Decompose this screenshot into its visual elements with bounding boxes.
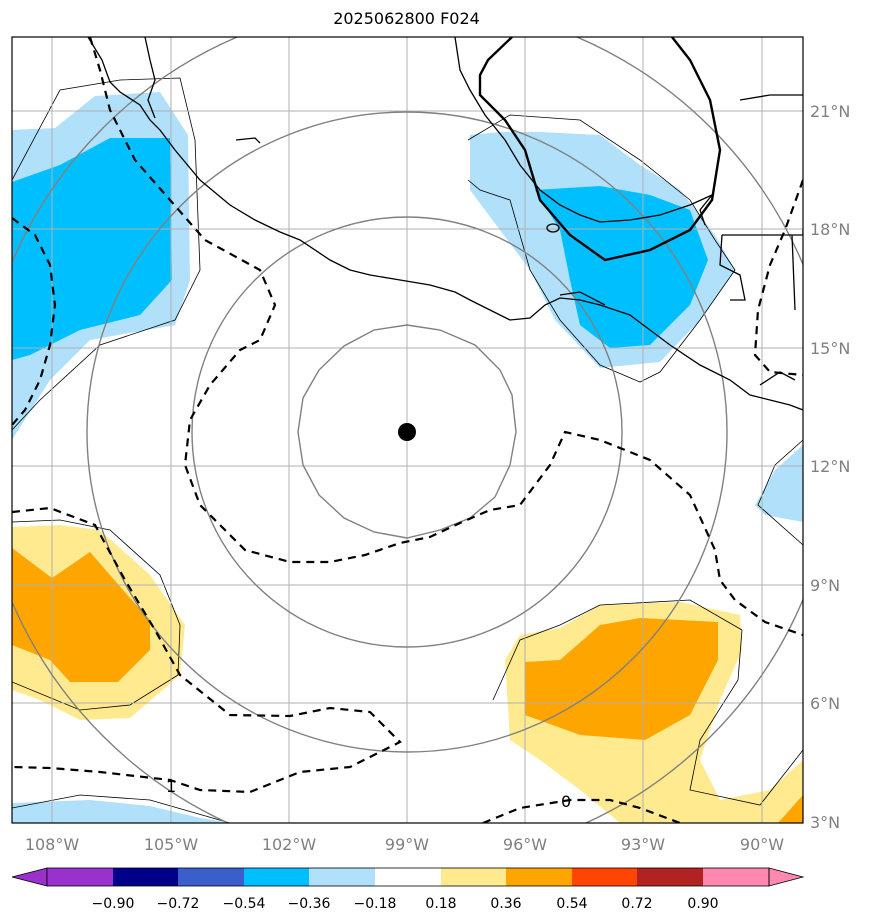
lon-label-102w: 102°W xyxy=(262,835,317,854)
colorbar-bin-11 xyxy=(703,868,769,886)
colorbar-bin-10 xyxy=(637,868,703,886)
colorbar-label-0-36: 0.36 xyxy=(490,896,521,912)
colorbar-label-0-54: 0.54 xyxy=(556,896,587,912)
contour-label-0: 0 xyxy=(561,792,571,811)
positive-anomaly-corner-core xyxy=(778,795,803,823)
lat-label-12n: 12°N xyxy=(810,457,850,476)
coastlines xyxy=(87,37,803,411)
storm-center-marker xyxy=(398,423,416,441)
negative-anomaly-east-light xyxy=(755,445,803,522)
colorbar-bin-3 xyxy=(178,868,244,886)
bold-contour xyxy=(478,37,722,262)
colorbar-bin-2 xyxy=(113,868,178,886)
map-title: 2025062800 F024 xyxy=(333,9,480,28)
positive-anomaly-south-core xyxy=(525,618,718,740)
range-rings xyxy=(12,37,803,823)
lat-label-6n: 6°N xyxy=(810,694,840,713)
lon-label-108w: 108°W xyxy=(25,835,80,854)
colorbar-label-neg-0-18: −0.18 xyxy=(354,896,397,912)
map-frame xyxy=(11,36,804,824)
colorbar-low-extension xyxy=(11,867,48,887)
colorbar-bin-1 xyxy=(47,868,113,886)
lon-label-99w: 99°W xyxy=(385,835,429,854)
lat-label-21n: 21°N xyxy=(810,102,850,121)
negative-anomaly-gulf-core xyxy=(535,186,708,348)
colorbar-label-0-72: 0.72 xyxy=(621,896,652,912)
colorbar-label-neg-0-72: −0.72 xyxy=(157,896,200,912)
colorbar-label-neg-0-54: −0.54 xyxy=(223,896,266,912)
colorbar-bin-6 xyxy=(375,868,441,886)
dashed-contours xyxy=(12,37,803,823)
colorbar: −0.90 −0.72 −0.54 −0.36 −0.18 0.18 0.36 … xyxy=(11,867,805,912)
colorbar-label-neg-0-90: −0.90 xyxy=(92,896,135,912)
colorbar-high-extension xyxy=(768,867,805,887)
colorbar-bin-8 xyxy=(506,868,572,886)
colorbar-bin-5 xyxy=(309,868,375,886)
negative-anomaly-south-light xyxy=(12,800,230,823)
lat-label-3n: 3°N xyxy=(810,813,840,832)
colorbar-bin-9 xyxy=(572,868,637,886)
lon-label-105w: 105°W xyxy=(144,835,199,854)
colorbar-label-neg-0-36: −0.36 xyxy=(288,896,331,912)
positive-anomaly-west-core xyxy=(12,548,150,682)
colorbar-label-0-18: 0.18 xyxy=(425,896,456,912)
colorbar-label-0-90: 0.90 xyxy=(687,896,718,912)
lon-label-90w: 90°W xyxy=(740,835,784,854)
lon-label-93w: 93°W xyxy=(621,835,665,854)
colorbar-bin-4 xyxy=(244,868,309,886)
lon-label-96w: 96°W xyxy=(503,835,547,854)
lat-label-9n: 9°N xyxy=(810,576,840,595)
contour-label-1: 1 xyxy=(166,777,176,796)
colorbar-bin-7 xyxy=(441,868,506,886)
lat-label-15n: 15°N xyxy=(810,339,850,358)
lat-label-18n: 18°N xyxy=(810,220,850,239)
